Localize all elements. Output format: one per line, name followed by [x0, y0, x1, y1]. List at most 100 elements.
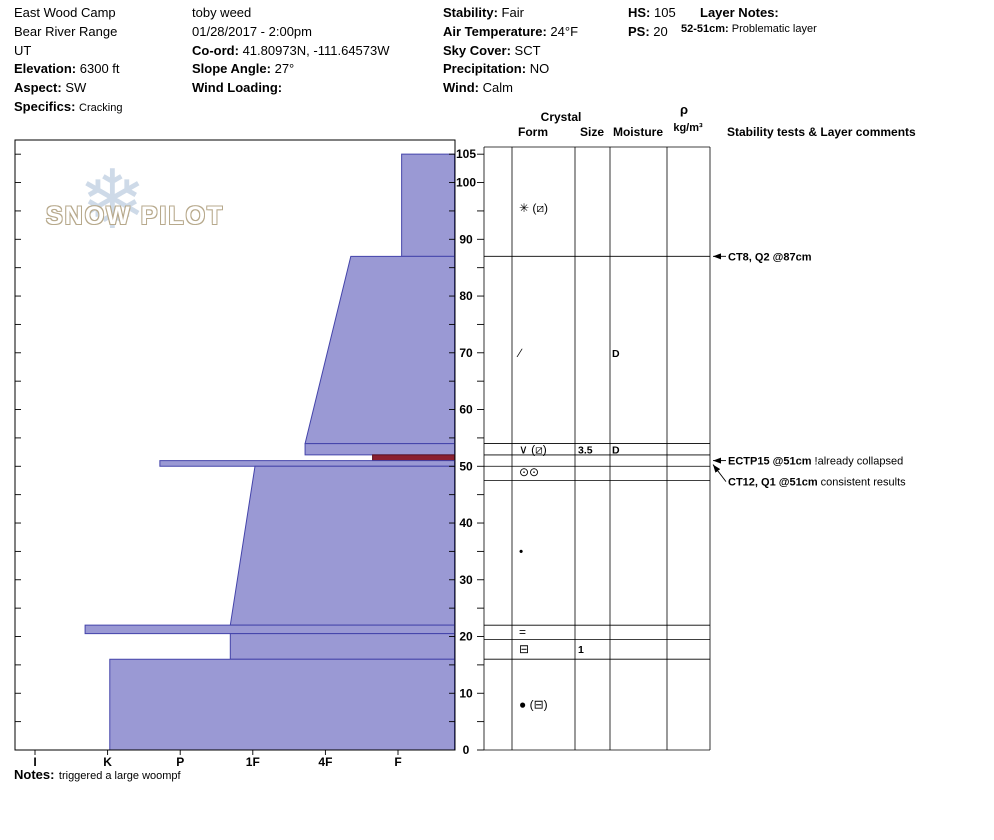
layer-note-range: 52-51cm: — [681, 23, 729, 35]
grain-form-symbol: ⊟ — [519, 642, 529, 656]
layer-note-text: Problematic layer — [731, 23, 817, 35]
hardness-axis: I K P 1F 4F F — [33, 750, 402, 769]
stability-test-label: CT8, Q2 @87cm — [728, 251, 812, 263]
layer-bar — [159, 460, 455, 467]
wind-label: Wind: — [443, 80, 479, 96]
layer-note-entry: 52-51cm: Problematic layer — [681, 23, 817, 35]
layer-bars — [84, 153, 455, 751]
grain-rows: ✳ (⧄) ∕ D ∨ (⧄) 3.5 D ⊙⊙ • = ⊟ 1 ● (⊟) — [516, 201, 620, 712]
size-header: Size — [580, 125, 604, 139]
snowflake-icon: ❄ — [78, 155, 147, 246]
header-col-conditions: Stability: Fair Air Temperature: 24°F Sk… — [443, 4, 578, 98]
grain-moisture-value: D — [612, 348, 620, 360]
grain-size-value: 3.5 — [578, 444, 593, 456]
stability-value: Fair — [501, 5, 524, 20]
grain-form-symbol: ● (⊟) — [519, 698, 548, 712]
coord-label: Co-ord: — [192, 42, 239, 58]
depth-tick-label: 90 — [459, 232, 473, 246]
grain-size-value: 1 — [578, 644, 584, 656]
air-temp-label: Air Temperature: — [443, 23, 547, 39]
notes-label: Notes: — [14, 767, 55, 782]
header-col-layer-notes: Layer Notes: — [700, 4, 779, 23]
hardness-tick-label: 4F — [318, 755, 332, 769]
slope-angle-label: Slope Angle: — [192, 61, 271, 77]
hardness-plot-border — [14, 139, 456, 751]
elevation-label: Elevation: — [14, 61, 77, 77]
site-name: East Wood Camp — [14, 5, 116, 20]
stability-test-label: ECTP15 @51cm !already collapsed — [728, 456, 903, 468]
moisture-header: Moisture — [613, 125, 663, 139]
problem-layer-bar — [372, 454, 455, 462]
depth-tick-label: 30 — [459, 573, 473, 587]
density-rho-header: ρ — [680, 102, 688, 117]
depth-tick-label: 50 — [459, 459, 473, 473]
layer-notes-label: Layer Notes: — [700, 5, 779, 20]
hardness-tick-label: I — [33, 755, 36, 769]
grain-moisture-value: D — [612, 444, 620, 456]
hs-label: HS: — [628, 5, 651, 20]
form-header: Form — [518, 125, 548, 139]
aspect-label: Aspect: — [14, 80, 62, 96]
layer-bar — [401, 153, 455, 257]
comments-header: Stability tests & Layer comments — [727, 125, 916, 139]
grain-form-symbol: ✳ (⧄) — [519, 201, 548, 215]
crystal-header: Crystal — [541, 110, 582, 124]
header-col-location: East Wood Camp Bear River Range UT Eleva… — [14, 4, 122, 118]
pit-datetime: 01/28/2017 - 2:00pm — [192, 23, 312, 39]
hs-value: 105 — [654, 5, 676, 20]
precipitation-label: Precipitation: — [443, 61, 527, 77]
ps-value: 20 — [653, 23, 668, 39]
wind-value: Calm — [482, 80, 513, 96]
header-col-heights: HS: 105 PS: 20 — [628, 4, 676, 42]
sky-cover-label: Sky Cover: — [443, 42, 511, 58]
precipitation-value: NO — [529, 61, 550, 77]
grain-form-symbol: • — [519, 544, 523, 558]
density-units-header: kg/m³ — [673, 122, 703, 134]
notes: Notes: triggered a large woompf — [14, 766, 181, 784]
depth-tick-label: 100 — [456, 176, 476, 190]
grain-form-symbol: ∕ — [516, 346, 523, 360]
layer-bar — [304, 255, 455, 445]
hardness-tick-label: P — [176, 755, 184, 769]
depth-tick-label: 70 — [459, 346, 473, 360]
layer-bar — [304, 443, 455, 456]
grain-form-symbol: ∨ (⧄) — [519, 442, 547, 456]
depth-tick-label: 20 — [459, 630, 473, 644]
stability-test-label: CT12, Q1 @51cm consistent results — [728, 477, 906, 489]
header-col-observer: toby weed 01/28/2017 - 2:00pm Co-ord: 41… — [192, 4, 390, 98]
layer-bar — [229, 633, 455, 660]
layer-bar — [109, 658, 455, 751]
depth-tick-label: 105 — [456, 147, 476, 161]
sky-cover-value: SCT — [514, 42, 541, 58]
stability-tests: CT8, Q2 @87cm ECTP15 @51cm !already colla… — [712, 251, 906, 489]
air-temp-value: 24°F — [550, 23, 579, 39]
layer-bar — [229, 465, 455, 626]
observer-name: toby weed — [192, 5, 252, 20]
layer-bar — [84, 624, 455, 635]
aspect-value: SW — [65, 80, 87, 96]
stability-label: Stability: — [443, 5, 498, 20]
slope-angle-value: 27° — [274, 61, 295, 77]
depth-tick-label: 80 — [459, 289, 473, 303]
snowpilot-watermark: ❄ SNOW PILOT — [40, 160, 270, 278]
depth-tick-label: 60 — [459, 403, 473, 417]
depth-tick-label: 40 — [459, 516, 473, 530]
layer-table — [483, 146, 711, 751]
watermark-text: SNOW PILOT — [46, 202, 225, 230]
specifics-label: Specifics: — [14, 98, 76, 114]
notes-value: triggered a large woompf — [58, 770, 181, 782]
grain-form-symbol: ⊙⊙ — [519, 465, 539, 479]
hardness-tick-label: K — [103, 755, 112, 769]
range-name: Bear River Range — [14, 23, 118, 39]
specifics-value: Cracking — [79, 101, 123, 114]
elevation-value: 6300 ft — [79, 61, 120, 77]
depth-tick-label: 0 — [463, 743, 470, 757]
depth-tick-label: 10 — [459, 686, 473, 700]
wind-loading-label: Wind Loading: — [192, 80, 283, 96]
ps-label: PS: — [628, 23, 650, 39]
coord-value: 41.80973N, -111.64573W — [242, 42, 390, 58]
hardness-tick-label: F — [394, 755, 401, 769]
